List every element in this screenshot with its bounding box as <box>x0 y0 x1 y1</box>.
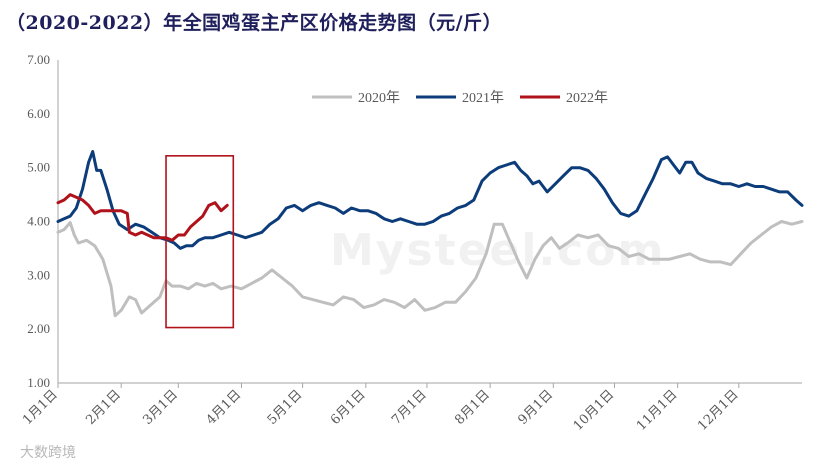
y-tick-label: 6.00 <box>27 106 50 121</box>
x-tick-label: 5月1日 <box>265 387 306 428</box>
x-tick-label: 11月1日 <box>634 387 681 434</box>
x-tick-label: 4月1日 <box>204 387 245 428</box>
legend-label-1: 2021年 <box>462 90 504 106</box>
legend-label-0: 2020年 <box>358 90 400 106</box>
y-tick-label: 3.00 <box>27 267 50 282</box>
legend: 2020年 2021年 2022年 <box>312 90 608 106</box>
x-tick-label: 3月1日 <box>140 387 181 428</box>
legend-label-2: 2022年 <box>566 90 608 106</box>
y-axis-ticks: 1.00 2.00 3.00 4.00 5.00 6.00 7.00 <box>27 52 50 390</box>
x-tick-label: 1月1日 <box>20 387 61 428</box>
x-tick-label: 6月1日 <box>328 387 369 428</box>
y-tick-label: 1.00 <box>27 375 50 390</box>
series-line-0 <box>56 220 804 318</box>
series-lines <box>56 150 804 318</box>
watermark-text: 大数跨境 <box>20 445 76 461</box>
x-tick-label: 12月1日 <box>695 387 742 434</box>
y-tick-label: 7.00 <box>27 52 50 67</box>
y-tick-label: 2.00 <box>27 321 50 336</box>
background-watermark: Mysteel.com <box>330 225 666 276</box>
x-tick-label: 10月1日 <box>571 387 618 434</box>
y-tick-label: 4.00 <box>27 214 50 229</box>
x-tick-label: 2月1日 <box>83 387 124 428</box>
highlight-box <box>165 155 235 329</box>
series-line-2 <box>56 193 229 242</box>
x-tick-label: 8月1日 <box>452 387 493 428</box>
chart-title: （2020-2022）年全国鸡蛋主产区价格走势图（元/斤） <box>6 12 503 34</box>
x-axis-ticks: 1月1日 2月1日 3月1日 4月1日 5月1日 6月1日 7月1日 8月1日 9月1日 10月1… <box>20 383 742 434</box>
x-tick-label: 9月1日 <box>515 387 556 428</box>
y-tick-label: 5.00 <box>27 160 50 175</box>
x-tick-label: 7月1日 <box>389 387 430 428</box>
